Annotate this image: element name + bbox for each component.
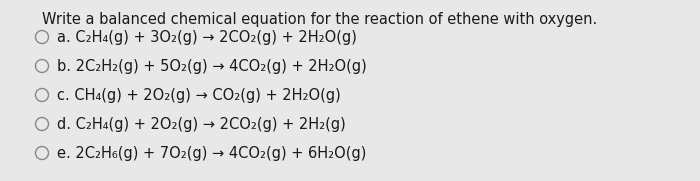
Text: b. 2C₂H₂(g) + 5O₂(g) → 4CO₂(g) + 2H₂O(g): b. 2C₂H₂(g) + 5O₂(g) → 4CO₂(g) + 2H₂O(g) xyxy=(57,59,367,74)
Text: Write a balanced chemical equation for the reaction of ethene with oxygen.: Write a balanced chemical equation for t… xyxy=(42,12,597,27)
Text: a. C₂H₄(g) + 3O₂(g) → 2CO₂(g) + 2H₂O(g): a. C₂H₄(g) + 3O₂(g) → 2CO₂(g) + 2H₂O(g) xyxy=(57,30,357,45)
Text: e. 2C₂H₆(g) + 7O₂(g) → 4CO₂(g) + 6H₂O(g): e. 2C₂H₆(g) + 7O₂(g) → 4CO₂(g) + 6H₂O(g) xyxy=(57,146,366,161)
Text: c. CH₄(g) + 2O₂(g) → CO₂(g) + 2H₂O(g): c. CH₄(g) + 2O₂(g) → CO₂(g) + 2H₂O(g) xyxy=(57,88,341,103)
Text: d. C₂H₄(g) + 2O₂(g) → 2CO₂(g) + 2H₂(g): d. C₂H₄(g) + 2O₂(g) → 2CO₂(g) + 2H₂(g) xyxy=(57,117,346,132)
